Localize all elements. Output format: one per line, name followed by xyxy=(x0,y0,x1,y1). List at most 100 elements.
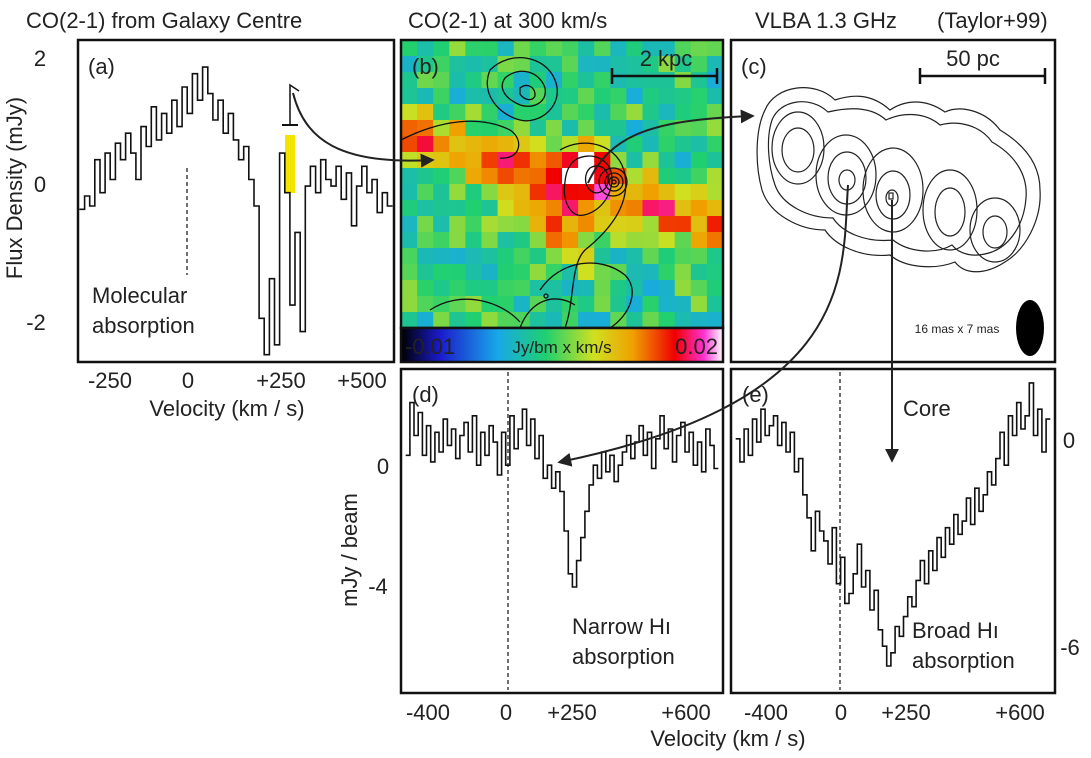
map-pixel xyxy=(481,216,499,233)
map-pixel xyxy=(481,248,499,265)
map-pixel xyxy=(465,232,483,249)
map-pixel xyxy=(545,88,563,105)
map-pixel xyxy=(706,88,723,105)
map-pixel xyxy=(562,152,579,169)
map-pixel xyxy=(449,152,466,169)
map-pixel xyxy=(513,40,531,57)
map-pixel xyxy=(449,136,466,153)
xlabel-shared: Velocity (km / s) xyxy=(650,726,805,751)
map-pixel xyxy=(610,56,627,73)
map-pixel xyxy=(449,88,466,105)
ylabel-a: Flux Density (mJy) xyxy=(2,97,27,279)
map-pixel xyxy=(401,248,418,265)
map-pixel xyxy=(465,120,483,137)
scalebar-c-label: 50 pc xyxy=(946,46,1000,71)
map-pixel xyxy=(433,152,450,169)
map-pixel xyxy=(562,168,579,185)
map-pixel xyxy=(513,280,531,297)
map-pixel xyxy=(481,40,499,57)
map-pixel xyxy=(449,280,466,297)
map-pixel xyxy=(433,136,450,153)
map-pixel xyxy=(449,312,466,328)
map-pixel xyxy=(529,56,547,73)
panel-e: (e) Core Broad Hı absorption 0 -6 -400 0… xyxy=(729,367,1080,725)
arrow-c-to-d xyxy=(557,184,849,467)
map-pixel xyxy=(401,200,418,217)
xtick-d-0: -400 xyxy=(406,700,450,725)
map-pixel xyxy=(690,88,708,105)
map-pixel xyxy=(545,200,563,217)
panel-label-c: (c) xyxy=(741,54,767,79)
map-pixel xyxy=(674,152,692,169)
map-pixel xyxy=(433,232,450,249)
map-pixel xyxy=(658,232,676,249)
annotation-e-line1: Broad Hı xyxy=(912,618,999,643)
map-pixel xyxy=(690,232,708,249)
map-pixel xyxy=(465,280,483,297)
map-pixel xyxy=(690,264,708,281)
map-pixel xyxy=(417,184,434,201)
map-pixel xyxy=(433,312,450,328)
map-pixel xyxy=(529,232,547,249)
map-pixel xyxy=(401,120,418,137)
colorbar xyxy=(399,326,725,364)
map-pixel xyxy=(401,72,418,89)
map-pixel xyxy=(594,88,611,105)
panel-label-b: (b) xyxy=(412,54,439,79)
xtick-e-0: -400 xyxy=(744,700,788,725)
map-pixel xyxy=(658,184,676,201)
map-pixel xyxy=(562,248,579,265)
map-pixel xyxy=(497,56,515,73)
map-pixel xyxy=(497,104,515,121)
map-pixel xyxy=(401,312,418,328)
ytick-d-1: -4 xyxy=(368,574,388,599)
map-pixel xyxy=(481,312,499,328)
map-pixel xyxy=(626,248,644,265)
annotation-e-line2: absorption xyxy=(912,648,1015,673)
map-pixel xyxy=(417,312,434,328)
map-pixel xyxy=(545,168,563,185)
map-pixel xyxy=(578,88,595,105)
map-pixel xyxy=(481,104,499,121)
map-pixel xyxy=(433,72,450,89)
map-pixel xyxy=(433,88,450,105)
annotation-d-line2: absorption xyxy=(572,644,675,669)
map-pixel xyxy=(545,296,563,313)
map-pixel xyxy=(642,152,660,169)
map-pixel xyxy=(626,72,644,89)
map-pixel xyxy=(481,264,499,281)
map-pixel xyxy=(401,104,418,121)
map-pixel xyxy=(545,136,563,153)
map-pixel xyxy=(465,40,483,57)
map-pixel xyxy=(401,56,418,73)
connector-arrows xyxy=(292,92,899,467)
map-pixel xyxy=(481,72,499,89)
map-pixel xyxy=(658,56,676,73)
map-pixel xyxy=(449,168,466,185)
map-pixel xyxy=(626,296,644,313)
spectrum-d xyxy=(405,401,719,588)
map-pixel xyxy=(513,216,531,233)
map-pixel xyxy=(706,168,723,185)
map-pixel xyxy=(417,136,434,153)
panel-b: 2 kpc (b) -0.01 Jy/bm x km/s 0.02 xyxy=(399,38,725,364)
map-pixel xyxy=(578,312,595,328)
spectrum-a xyxy=(79,66,393,356)
arrow-b-to-c xyxy=(587,109,755,184)
map-pixel xyxy=(578,152,595,169)
map-pixel xyxy=(562,232,579,249)
map-pixel xyxy=(465,88,483,105)
map-pixel xyxy=(674,264,692,281)
map-pixel xyxy=(401,232,418,249)
map-pixel xyxy=(529,184,547,201)
map-pixel xyxy=(433,184,450,201)
map-pixel xyxy=(642,56,660,73)
map-pixel xyxy=(642,168,660,185)
map-pixel xyxy=(417,200,434,217)
map-pixel xyxy=(481,232,499,249)
annotation-d-line1: Narrow Hı xyxy=(572,614,671,639)
map-pixel xyxy=(529,264,547,281)
map-pixel xyxy=(690,120,708,137)
map-pixel xyxy=(578,40,595,57)
map-pixel xyxy=(658,40,676,57)
